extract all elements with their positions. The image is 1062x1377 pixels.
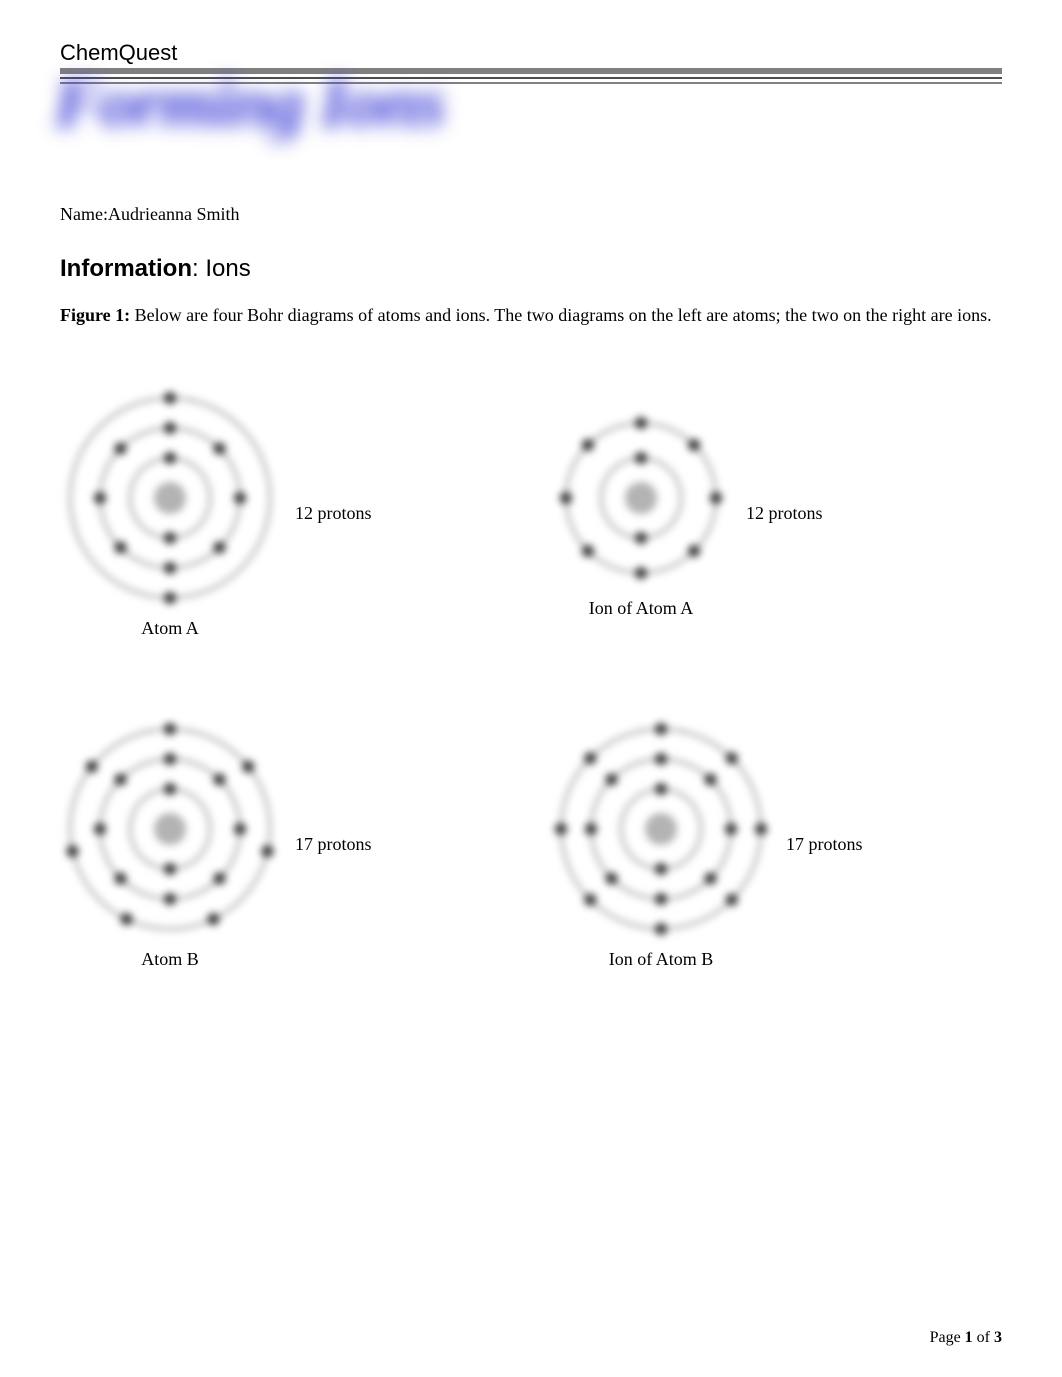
proton-label: 17 protons bbox=[295, 834, 372, 855]
diagram-grid: Atom A12 protonsIon of Atom A12 protonsA… bbox=[60, 388, 1002, 970]
diagram-cell-ion-b: Ion of Atom B 17 protons bbox=[551, 719, 1002, 970]
figure-caption-text: Below are four Bohr diagrams of atoms an… bbox=[130, 305, 991, 325]
header-label: ChemQuest bbox=[60, 40, 1002, 66]
blurred-title: Forming Ions bbox=[54, 64, 1002, 144]
diagram-stack: Atom B bbox=[60, 719, 280, 970]
diagram-stack: Ion of Atom B bbox=[551, 719, 771, 970]
footer-prefix: Page bbox=[930, 1329, 965, 1346]
atom-label: Ion of Atom B bbox=[609, 949, 714, 970]
bohr-diagram-atom-b bbox=[60, 719, 280, 939]
atom-label: Ion of Atom A bbox=[589, 598, 694, 619]
bohr-diagram-ion-b bbox=[551, 719, 771, 939]
section-heading-rest: : Ions bbox=[192, 255, 251, 282]
footer-page: 1 bbox=[965, 1329, 973, 1346]
diagram-cell-atom-b: Atom B 17 protons bbox=[60, 719, 511, 970]
figure-caption-bold: Figure 1: bbox=[60, 305, 130, 325]
footer-of: of bbox=[973, 1329, 994, 1346]
atom-label: Atom B bbox=[141, 949, 199, 970]
proton-label: 12 protons bbox=[295, 503, 372, 524]
diagram-stack: Atom A bbox=[60, 388, 280, 639]
page-footer: Page 1 of 3 bbox=[930, 1329, 1002, 1347]
name-line: Name:Audrieanna Smith bbox=[60, 204, 1002, 225]
diagram-stack: Ion of Atom A bbox=[551, 408, 731, 619]
bohr-diagram-ion-a bbox=[551, 408, 731, 588]
diagram-cell-atom-a: Atom A 12 protons bbox=[60, 388, 511, 639]
bohr-diagram-atom-a bbox=[60, 388, 280, 608]
section-heading-bold: Information bbox=[60, 255, 192, 282]
diagram-cell-ion-a: Ion of Atom A 12 protons bbox=[551, 388, 1002, 639]
section-heading: Information: Ions bbox=[60, 255, 1002, 283]
proton-label: 17 protons bbox=[786, 834, 863, 855]
figure-caption: Figure 1: Below are four Bohr diagrams o… bbox=[60, 303, 1002, 328]
atom-label: Atom A bbox=[141, 618, 199, 639]
proton-label: 12 protons bbox=[746, 503, 823, 524]
footer-total: 3 bbox=[994, 1329, 1002, 1346]
